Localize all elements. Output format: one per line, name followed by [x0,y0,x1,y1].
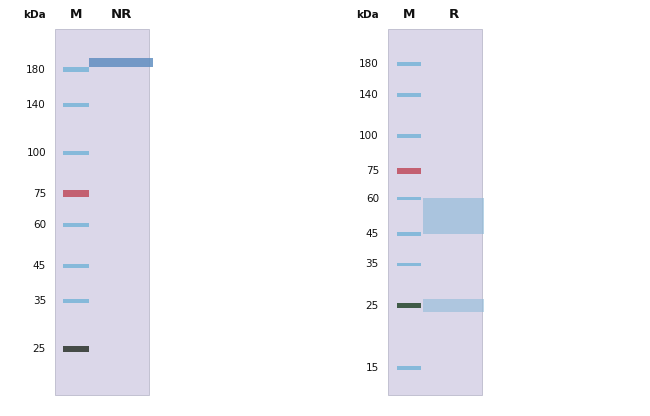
Text: 180: 180 [359,59,379,69]
FancyBboxPatch shape [63,190,89,197]
FancyBboxPatch shape [397,134,421,138]
FancyBboxPatch shape [397,93,421,97]
FancyBboxPatch shape [397,366,421,370]
Text: 60: 60 [33,220,46,230]
Text: 25: 25 [366,300,379,310]
Text: NR: NR [111,8,132,21]
FancyBboxPatch shape [63,151,89,155]
Text: 75: 75 [366,166,379,176]
Text: 100: 100 [27,148,46,158]
Text: kDa: kDa [356,10,379,20]
Text: 60: 60 [366,193,379,203]
FancyBboxPatch shape [63,264,89,268]
Text: 15: 15 [366,363,379,373]
Text: R: R [448,8,459,21]
FancyBboxPatch shape [424,299,484,312]
Text: 180: 180 [26,65,46,75]
FancyBboxPatch shape [397,302,421,308]
FancyBboxPatch shape [397,168,421,174]
Text: kDa: kDa [23,10,46,20]
FancyBboxPatch shape [63,299,89,303]
Text: 35: 35 [366,260,379,270]
Text: 35: 35 [32,296,46,306]
Text: 45: 45 [32,261,46,271]
Text: M: M [403,8,415,21]
Text: 45: 45 [366,229,379,239]
Text: 100: 100 [359,131,379,141]
FancyBboxPatch shape [397,197,421,201]
FancyBboxPatch shape [63,223,89,227]
FancyBboxPatch shape [55,29,149,395]
Text: 140: 140 [26,100,46,110]
Text: 25: 25 [32,344,46,354]
FancyBboxPatch shape [89,57,153,67]
Text: 140: 140 [359,90,379,100]
Text: M: M [70,8,83,21]
FancyBboxPatch shape [397,262,421,266]
FancyBboxPatch shape [63,346,89,352]
Text: 75: 75 [32,188,46,198]
FancyBboxPatch shape [63,103,89,107]
FancyBboxPatch shape [397,232,421,235]
FancyBboxPatch shape [63,67,89,72]
FancyBboxPatch shape [424,198,484,234]
FancyBboxPatch shape [389,29,482,395]
FancyBboxPatch shape [397,62,421,66]
